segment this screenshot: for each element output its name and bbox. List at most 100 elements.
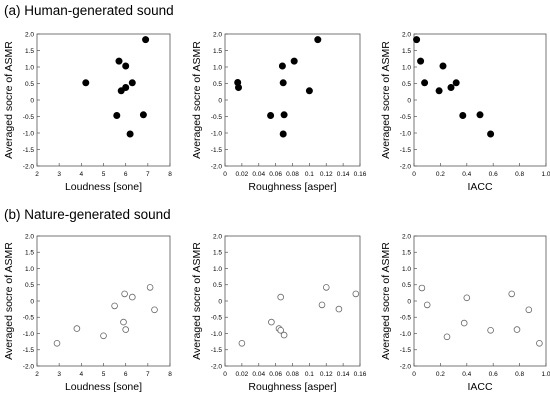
chart-4-y-tick-label: -1.0 [211,331,223,338]
chart-3-y-tick-label: -1.0 [23,331,35,338]
chart-4-data-point [268,318,275,326]
section-a-title: (a) Human-generated sound [4,3,174,18]
chart-3-x-tick-label: 6 [124,371,128,378]
chart-1-x-tick-label: 0.04 [252,171,265,178]
chart-0-x-tick-label: 8 [168,171,172,178]
chart-2-y-axis-label: Averaged socre of ASMR [380,41,392,159]
chart-3-data-point [121,290,128,298]
chart-4-x-tick-label: 0.02 [236,371,249,378]
chart-1-y-tick-label: -1.0 [211,130,223,137]
chart-1-x-tick-label: 0.16 [354,171,367,178]
chart-1-data-point [305,87,313,95]
chart-2-x-tick-label: 0.4 [462,171,471,178]
chart-2-data-point [487,130,495,138]
chart-3-y-tick-label: 0 [30,298,34,305]
chart-4-x-tick-label: 0 [223,371,227,378]
chart-3-data-point [129,293,136,301]
chart-0-y-tick-label: -0.5 [23,114,35,121]
chart-3-x-tick-label: 4 [80,371,84,378]
chart-1-x-tick-label: 0.02 [236,171,249,178]
chart-3-data-point [151,306,158,314]
chart-0-x-tick-label: 5 [102,171,106,178]
chart-3-x-tick-label: 8 [168,371,172,378]
chart-4-data-point [322,284,330,291]
chart-3-y-tick-label: -2.0 [23,363,35,370]
section-b-title: (b) Nature-generated sound [4,207,171,222]
chart-5-x-tick-label: 0.4 [462,371,471,378]
chart-4-x-tick-label: 0.12 [320,371,333,378]
chart-5-y-tick-label: 1.0 [402,266,411,273]
chart-1-x-tick-label: 0.08 [286,171,299,178]
chart-0-y-tick-label: 2.0 [25,31,34,38]
chart-2-data-point [417,57,425,65]
chart-1-data-point [279,79,287,87]
chart-4-data-point [238,339,246,347]
chart-5-data-point [513,326,521,333]
chart-2-y-tick-label: 0 [407,97,411,104]
chart-1-x-axis-label: Roughness [asper] [248,181,336,193]
chart-0-data-point [115,57,123,65]
chart-5-x-tick-label: 0.6 [489,371,498,378]
chart-5-y-tick-label: -1.0 [400,331,412,338]
chart-1-y-tick-label: -0.5 [211,114,223,121]
chart-0-y-tick-label: 0.5 [25,81,34,88]
chart-5-x-tick-label: 0.8 [515,371,524,378]
chart-1-y-tick-label: 1.5 [213,48,222,55]
chart-0-y-tick-label: -1.0 [23,130,35,137]
chart-1-data-point [235,84,243,92]
chart-2-data-point [452,79,460,87]
chart-3-data-point [53,339,61,347]
chart-4-x-axis-label: Roughness [asper] [248,381,336,393]
chart-1-y-tick-label: 0 [218,97,222,104]
chart-1-data-point [314,36,322,44]
chart-3-y-tick-label: 2.0 [25,233,34,240]
chart-5-data-point [463,294,471,302]
chart-3-x-tick-label: 7 [146,371,150,378]
chart-2-x-axis-label: IACC [467,181,493,193]
chart-0-y-tick-label: 1.5 [25,48,34,55]
chart-0-data-point [128,79,136,87]
chart-2-y-tick-label: -2.0 [400,163,412,170]
chart-3-data-point [120,318,127,326]
chart-0-data-point [122,62,130,70]
chart-3-data-point [73,325,81,332]
chart-1-data-point [267,112,275,120]
chart-0-y-tick-label: -2.0 [23,163,35,170]
chart-2-y-tick-label: -1.0 [400,130,412,137]
chart-2-x-tick-label: 1.0 [541,171,550,178]
chart-4-x-tick-label: 0.04 [252,371,265,378]
chart-2-frame [413,33,547,167]
chart-2-data-point [476,111,484,119]
chart-5-frame [413,235,547,367]
chart-5-data-point [460,319,468,327]
chart-0-x-tick-label: 2 [35,171,39,178]
chart-2-x-tick-label: 0.8 [515,171,524,178]
chart-0-data-point [142,36,150,44]
chart-4-data-point [318,301,326,309]
chart-5-y-tick-label: 0 [407,298,411,305]
chart-2-data-point [439,62,447,70]
chart-1-data-point [290,57,298,65]
chart-5-y-axis-label: Averaged socre of ASMR [380,242,392,360]
chart-4-x-tick-label: 0.08 [286,371,299,378]
chart-4-data-point [280,331,288,339]
chart-2-data-point [447,84,455,92]
chart-5-data-point [536,339,543,347]
chart-5-y-tick-label: 1.5 [402,250,411,257]
chart-2-y-tick-label: 2.0 [402,31,411,38]
chart-0-y-tick-label: 0 [30,97,34,104]
chart-0-y-tick-label: -1.5 [23,147,35,154]
chart-3-y-tick-label: -1.5 [23,347,35,354]
chart-2-y-tick-label: 0.5 [402,81,411,88]
chart-3-data-point [100,332,107,340]
chart-5-y-tick-label: 0.5 [402,282,411,289]
chart-2-y-tick-label: -0.5 [400,114,412,121]
chart-4-y-tick-label: -1.5 [211,347,223,354]
chart-4-x-tick-label: 0.06 [269,371,282,378]
chart-5-data-point [443,333,451,341]
chart-4-y-tick-label: 1.0 [213,266,222,273]
chart-0-x-tick-label: 4 [80,171,84,178]
chart-1-frame [224,33,361,167]
chart-3-x-tick-label: 2 [35,371,39,378]
